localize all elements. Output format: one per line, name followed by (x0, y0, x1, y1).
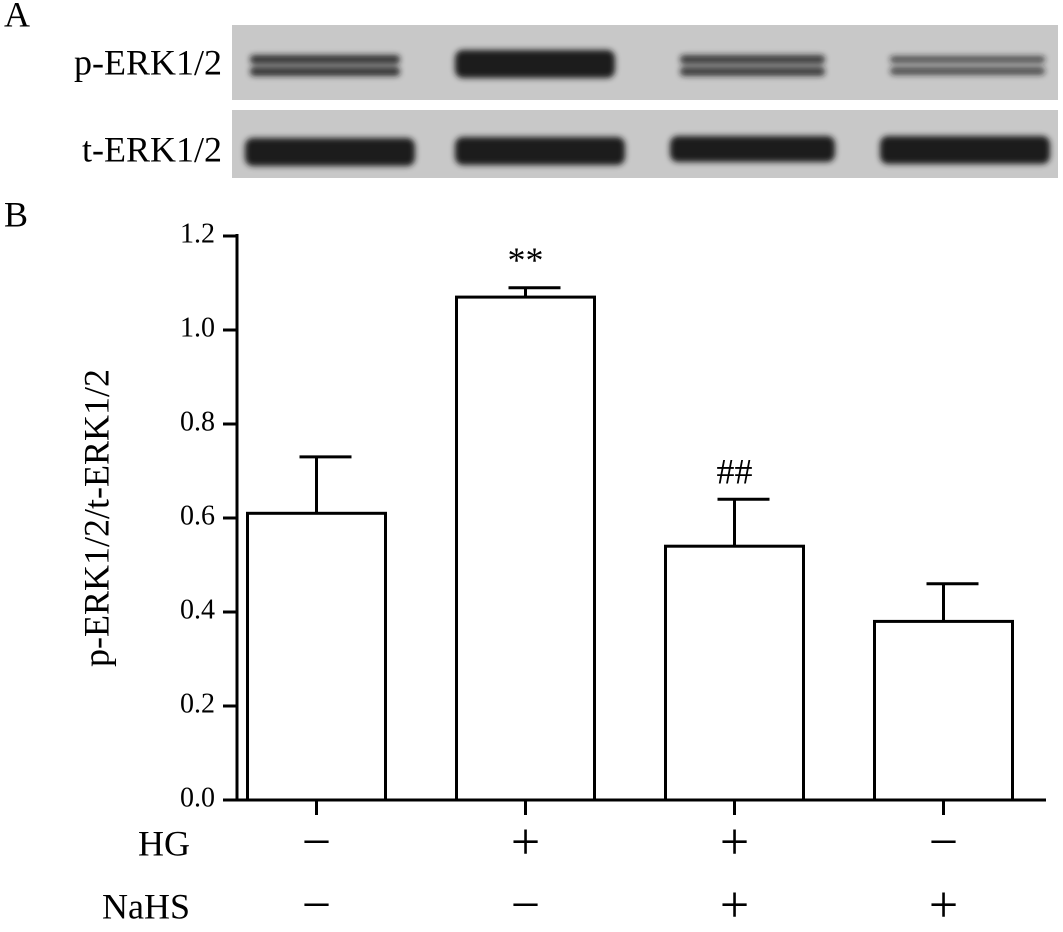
y-axis-title: p-ERK1/2/t-ERK1/2 (76, 369, 116, 667)
condition-value: + (511, 814, 540, 871)
bar (246, 511, 387, 802)
condition-value: − (302, 814, 331, 871)
bar (873, 619, 1014, 802)
blot (232, 25, 1058, 178)
condition-value: − (302, 877, 331, 932)
blot-label: p-ERK1/2 (74, 42, 222, 82)
y-tick-label: 0.8 (180, 406, 215, 437)
y-tick-label: 0.4 (180, 594, 215, 625)
condition-label: HG (138, 823, 190, 863)
condition-value: − (929, 814, 958, 871)
bar (455, 295, 596, 802)
annotation: ** (508, 240, 544, 280)
condition-value: + (929, 877, 958, 932)
panel-label: B (4, 194, 28, 234)
condition-value: + (720, 877, 749, 932)
y-tick-label: 0.2 (180, 688, 215, 719)
condition-label: NaHS (102, 886, 190, 926)
annotation: ## (717, 451, 753, 491)
y-tick-label: 1.2 (180, 218, 215, 249)
y-tick-label: 0.0 (180, 782, 215, 813)
blot-label: t-ERK1/2 (82, 129, 222, 169)
condition-value: + (720, 814, 749, 871)
condition-value: − (511, 877, 540, 932)
bar (664, 544, 805, 802)
y-tick-label: 1.0 (180, 312, 215, 343)
panel-label: A (4, 0, 30, 34)
y-tick-label: 0.6 (180, 500, 215, 531)
